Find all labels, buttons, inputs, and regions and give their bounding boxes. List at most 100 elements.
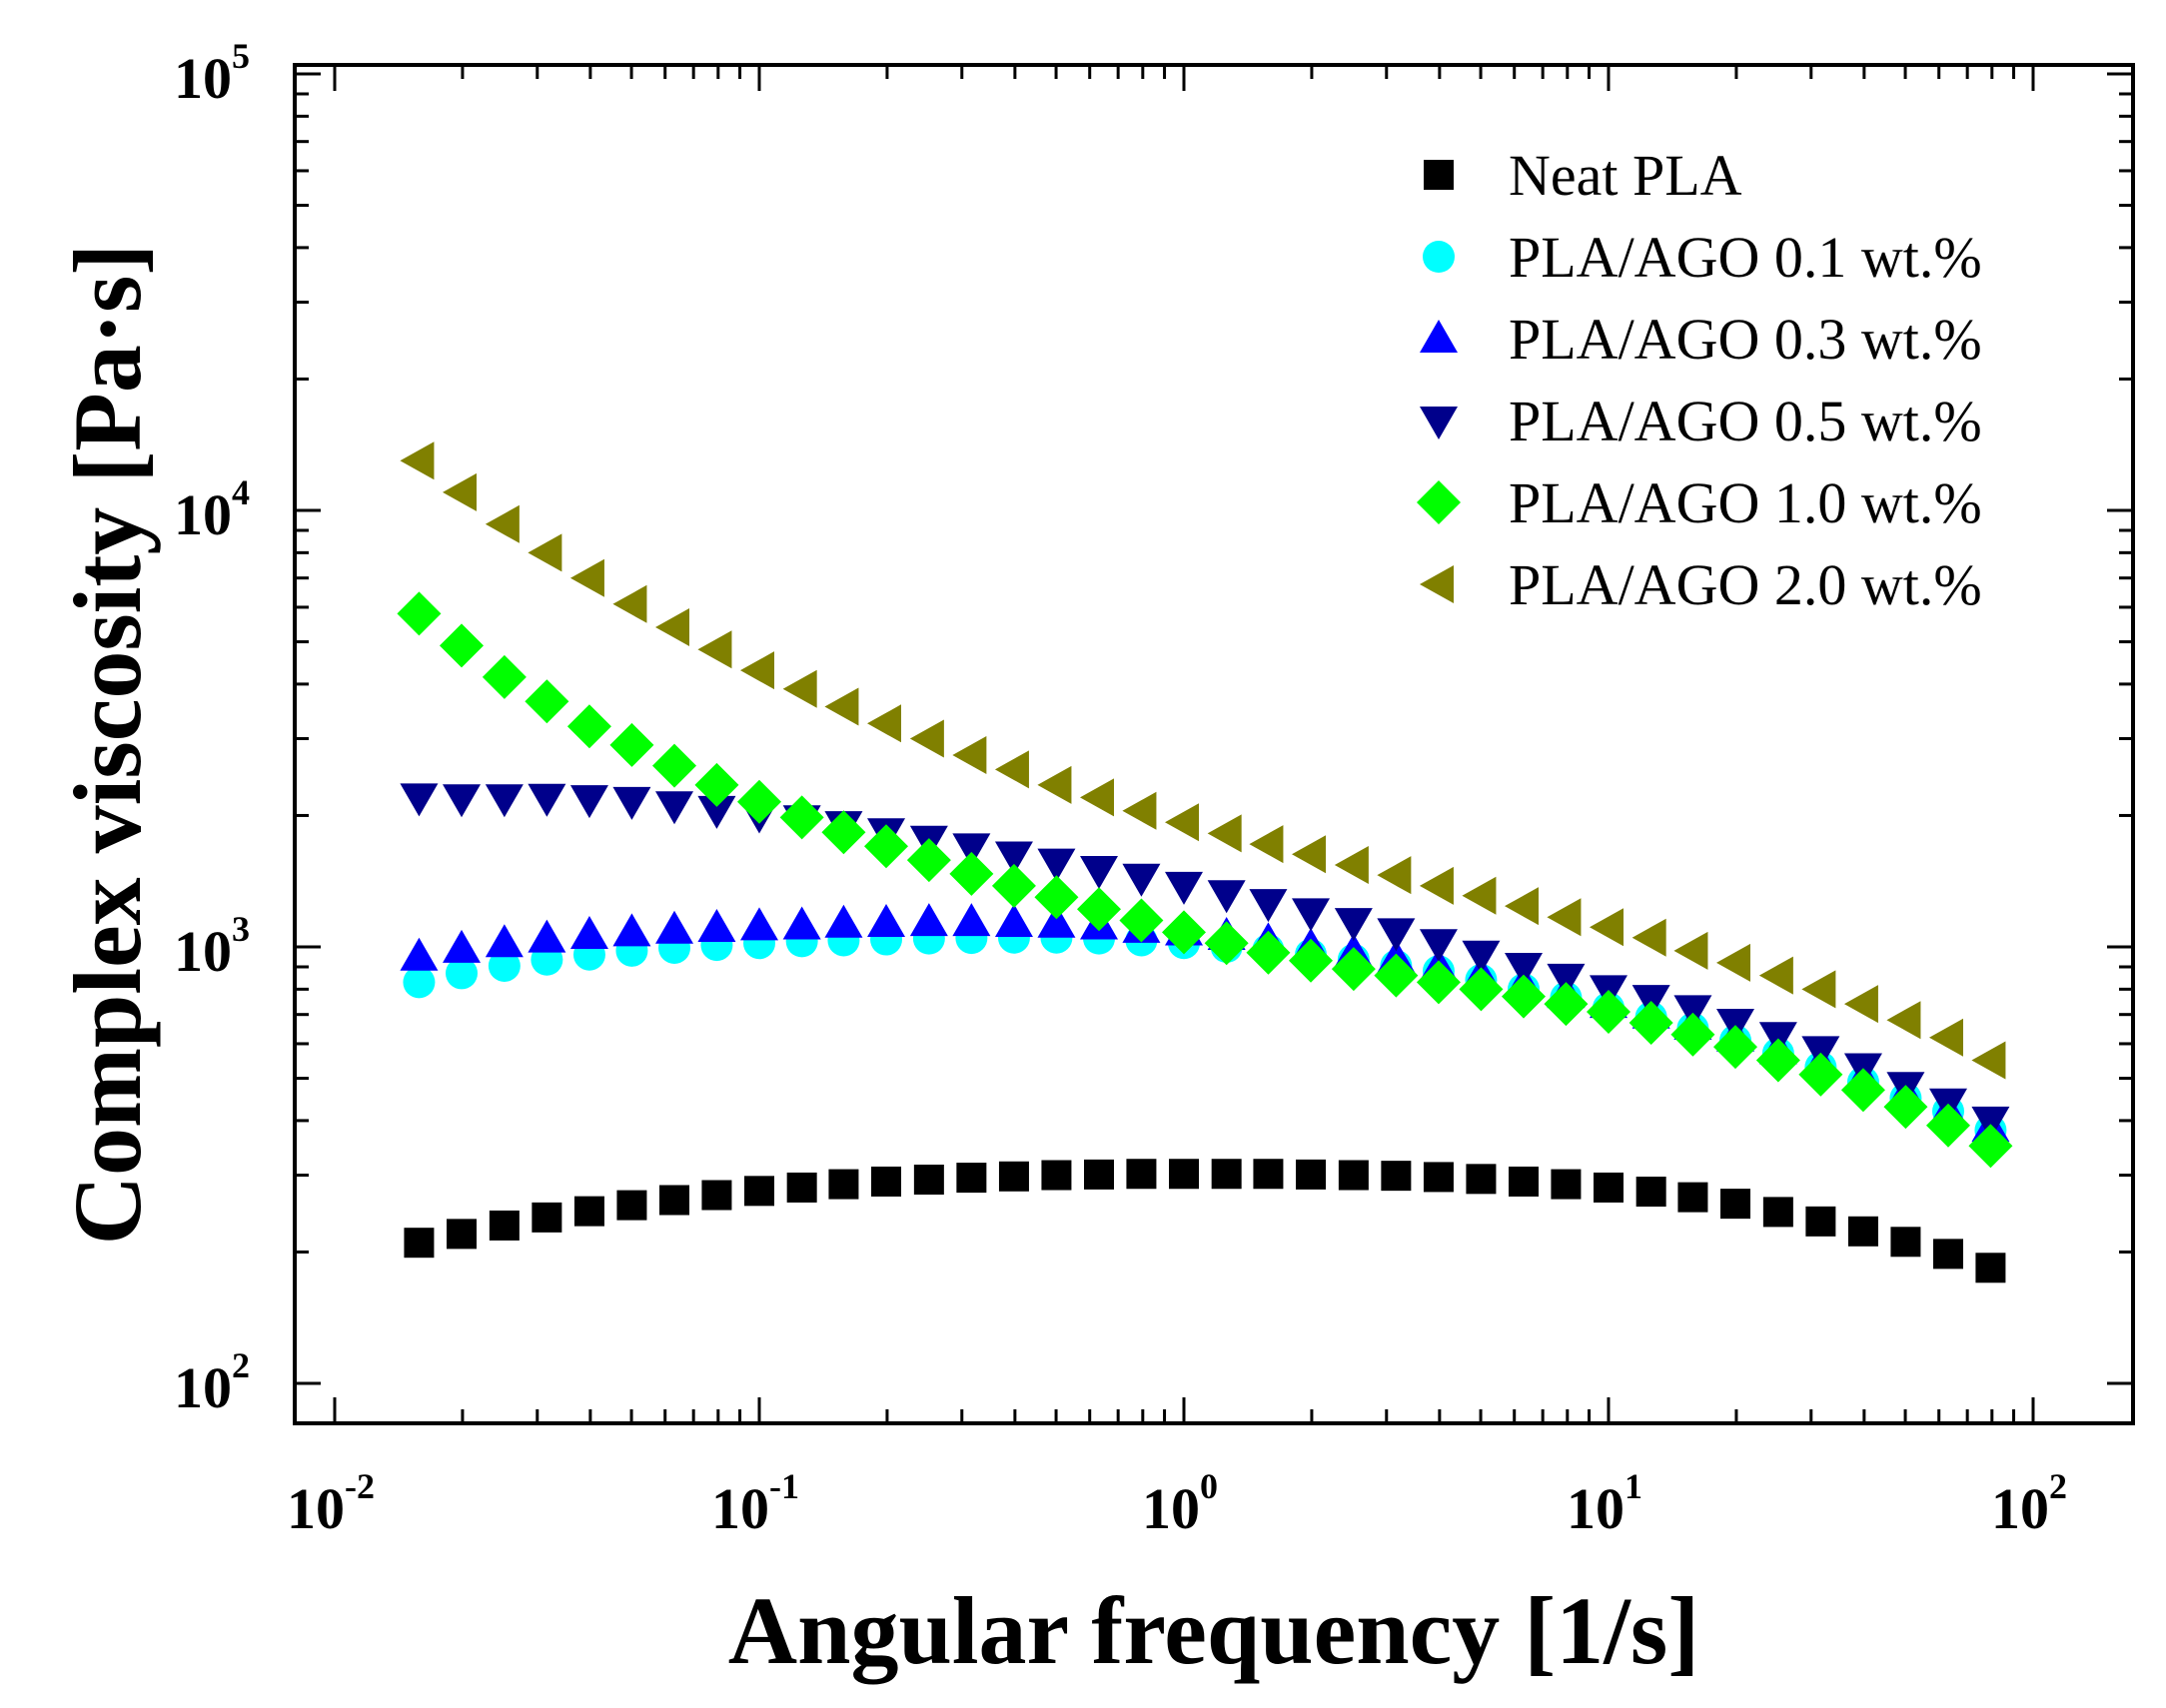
data-point [998,1161,1029,1192]
data-point [1122,863,1161,897]
legend-label: PLA/AGO 0.3 wt.% [1509,307,1982,372]
data-point [400,783,439,817]
data-point [952,903,991,937]
data-point [1162,910,1206,955]
x-tick-label: 100 [1142,1466,1218,1541]
data-point [443,929,482,963]
legend-marker [1420,320,1458,353]
legend: Neat PLA PLA/AGO 0.1 wt.% PLA/AGO 0.3 wt.%… [1417,143,1982,617]
series-triangle-left [400,441,2006,1080]
data-point [525,679,569,724]
data-point [404,1228,435,1259]
data-point [701,1180,732,1211]
data-point [1331,947,1376,992]
data-point [569,785,608,819]
data-point [867,704,902,743]
data-point [655,791,694,825]
data-point [1377,918,1416,952]
x-tick-label: 10-2 [287,1466,375,1541]
data-point [1034,875,1079,920]
data-point [1249,889,1288,923]
data-point [447,1219,478,1250]
data-point [994,750,1029,789]
plot-frame [293,63,2135,1425]
data-point [400,441,435,480]
data-point [1419,866,1454,905]
data-point [1713,1025,1758,1070]
data-point [1292,835,1327,874]
data-point [1211,1159,1242,1190]
data-point [1762,1197,1793,1228]
data-point [828,1169,859,1200]
legend-label: PLA/AGO 2.0 wt.% [1509,552,1982,617]
data-point [1419,929,1458,963]
data-point [1968,1124,2013,1169]
data-point [485,924,524,958]
data-point [824,687,859,726]
data-point [1505,887,1540,926]
data-point [782,906,821,940]
data-point [1673,995,1712,1029]
data-point [821,810,866,855]
data-point [1296,1159,1327,1190]
data-point [1971,1106,2010,1140]
data-point [871,1166,902,1197]
data-point [991,863,1036,908]
data-point [528,533,562,572]
data-point [1037,848,1076,882]
legend-marker [1420,407,1458,439]
data-point [482,654,527,699]
x-axis-title: Angular frequency [1/s] [728,1577,1699,1684]
data-point [1883,1085,1928,1130]
data-point [1505,952,1544,986]
data-point [1037,765,1072,804]
data-point [1801,970,1836,1009]
data-point [612,913,651,947]
data-point [956,1163,987,1194]
data-point [1755,1038,1800,1083]
data-point [1720,1189,1751,1220]
data-point [779,795,824,840]
data-point [528,919,566,953]
data-point [528,783,566,817]
data-point [1119,898,1164,943]
data-point [909,903,948,937]
data-point [1466,1164,1497,1195]
data-point [612,584,647,623]
data-point [824,904,863,938]
legend-label: PLA/AGO 0.1 wt.% [1509,225,1982,290]
data-point [659,1185,690,1216]
data-point [1126,1159,1157,1190]
data-point [612,786,651,820]
data-point [740,907,778,941]
data-point [1631,918,1666,957]
data-point [1037,904,1076,938]
data-points [397,441,2013,1283]
y-tick-label: 103 [174,909,250,984]
data-point [1590,908,1624,947]
data-point [1840,1068,1885,1113]
legend-marker [1423,241,1455,273]
series-square [404,1159,2006,1283]
data-point [952,736,987,775]
data-point [1544,982,1589,1027]
data-point [1080,856,1119,890]
data-point [1509,1166,1540,1197]
data-point [697,795,736,829]
data-point [1253,1159,1284,1190]
data-point [786,1172,817,1203]
data-point [1758,956,1793,995]
data-point [697,630,732,669]
data-point [1628,1001,1673,1046]
data-point [913,1164,944,1195]
data-point [1805,1206,1836,1237]
data-point [1423,1162,1454,1193]
data-point [1334,908,1373,942]
data-point [440,623,485,668]
data-point [400,937,439,971]
y-axis-title: Complex viscosity [Pa·s] [54,244,161,1246]
data-point [949,851,994,896]
data-point [744,1176,774,1207]
x-tick-label: 10-1 [711,1466,799,1541]
